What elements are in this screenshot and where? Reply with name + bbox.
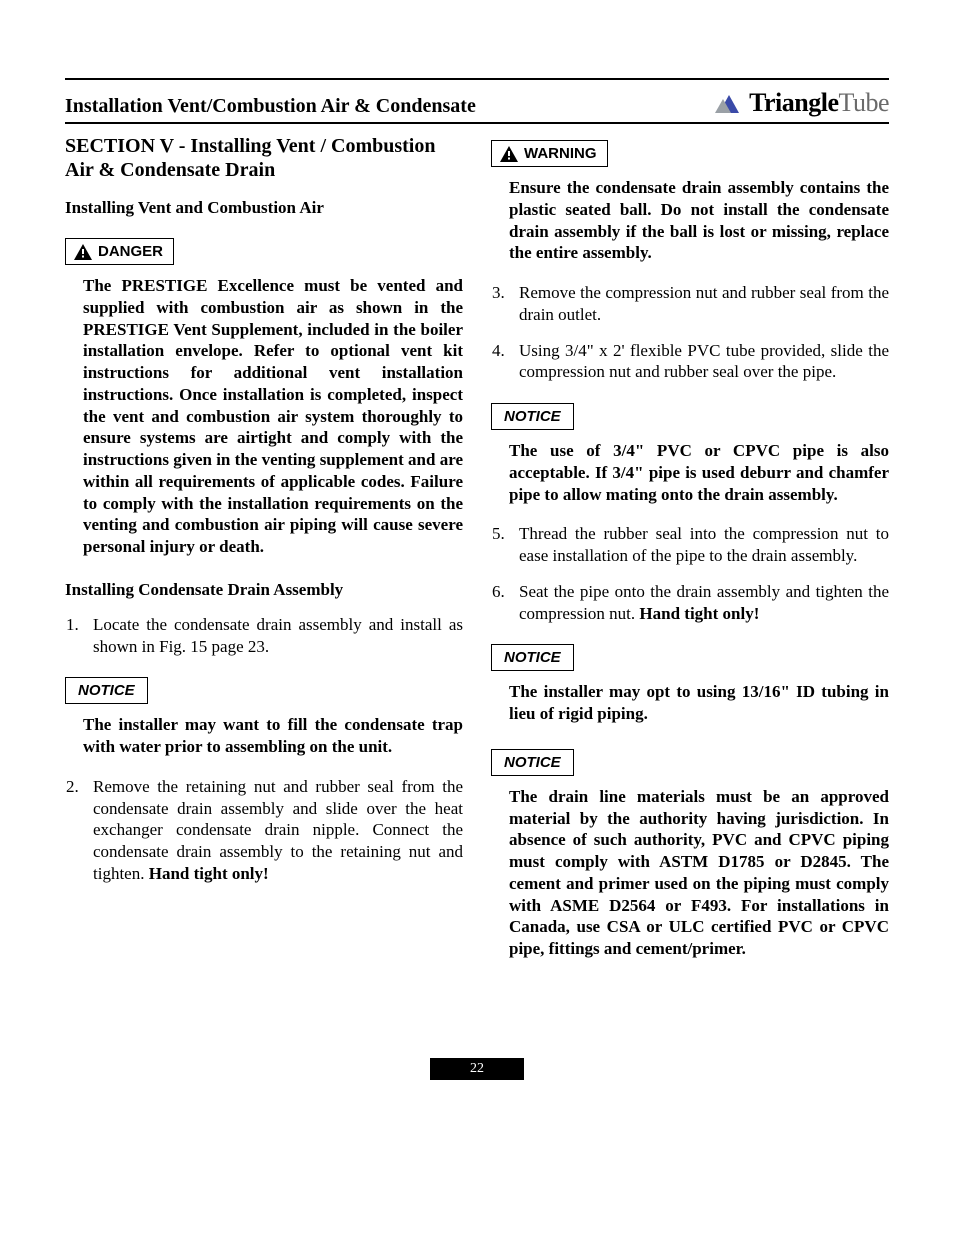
- subhead-condensate: Installing Condensate Drain Assembly: [65, 580, 463, 600]
- warning-body: Ensure the condensate drain assembly con…: [509, 177, 889, 264]
- danger-label: DANGER: [98, 243, 163, 260]
- notice-tag-2: NOTICE: [491, 403, 574, 430]
- content-columns: SECTION V - Installing Vent / Combustion…: [65, 134, 889, 978]
- notice-label-2: NOTICE: [504, 408, 561, 425]
- step-5: Thread the rubber seal into the compress…: [509, 523, 889, 567]
- danger-body: The PRESTIGE Excellence must be vented a…: [83, 275, 463, 558]
- step-3: Remove the compression nut and rubber se…: [509, 282, 889, 326]
- page-header: Installation Vent/Combustion Air & Conde…: [65, 78, 889, 124]
- warning-triangle-icon: [74, 244, 92, 260]
- step-6: Seat the pipe onto the drain assembly an…: [509, 581, 889, 625]
- subhead-vent-air: Installing Vent and Combustion Air: [65, 198, 463, 218]
- notice-label-4: NOTICE: [504, 754, 561, 771]
- warning-label: WARNING: [524, 145, 597, 162]
- notice-body-4: The drain line materials must be an appr…: [509, 786, 889, 960]
- notice-tag-1: NOTICE: [65, 677, 148, 704]
- warning-tag: WARNING: [491, 140, 608, 167]
- brand-text-2: Tube: [838, 88, 889, 117]
- steps-left-2: Remove the retaining nut and rubber seal…: [83, 776, 463, 885]
- warning-triangle-icon: [500, 146, 518, 162]
- notice-label-1: NOTICE: [78, 682, 135, 699]
- brand-logo: TriangleTube: [713, 88, 889, 118]
- brand-text-1: Triangle: [749, 88, 838, 117]
- steps-right-b: Thread the rubber seal into the compress…: [509, 523, 889, 624]
- steps-left: Locate the condensate drain assembly and…: [83, 614, 463, 658]
- notice-label-3: NOTICE: [504, 649, 561, 666]
- step-1: Locate the condensate drain assembly and…: [83, 614, 463, 658]
- step-4: Using 3/4" x 2' flexible PVC tube provid…: [509, 340, 889, 384]
- page-footer: 22: [65, 1058, 889, 1080]
- notice-tag-3: NOTICE: [491, 644, 574, 671]
- right-column: WARNING Ensure the condensate drain asse…: [491, 134, 889, 978]
- running-title: Installation Vent/Combustion Air & Conde…: [65, 95, 476, 118]
- step-6-emph: Hand tight only!: [639, 604, 759, 623]
- notice-tag-4: NOTICE: [491, 749, 574, 776]
- section-title: SECTION V - Installing Vent / Combustion…: [65, 134, 463, 182]
- notice-body-3: The installer may opt to using 13/16" ID…: [509, 681, 889, 725]
- notice-body-2: The use of 3/4" PVC or CPVC pipe is also…: [509, 440, 889, 505]
- notice-body-1: The installer may want to fill the conde…: [83, 714, 463, 758]
- left-column: SECTION V - Installing Vent / Combustion…: [65, 134, 463, 978]
- step-2-emph: Hand tight only!: [149, 864, 269, 883]
- danger-tag: DANGER: [65, 238, 174, 265]
- steps-right-a: Remove the compression nut and rubber se…: [509, 282, 889, 383]
- page-number: 22: [430, 1058, 524, 1080]
- step-2: Remove the retaining nut and rubber seal…: [83, 776, 463, 885]
- triangletube-icon: [713, 91, 741, 115]
